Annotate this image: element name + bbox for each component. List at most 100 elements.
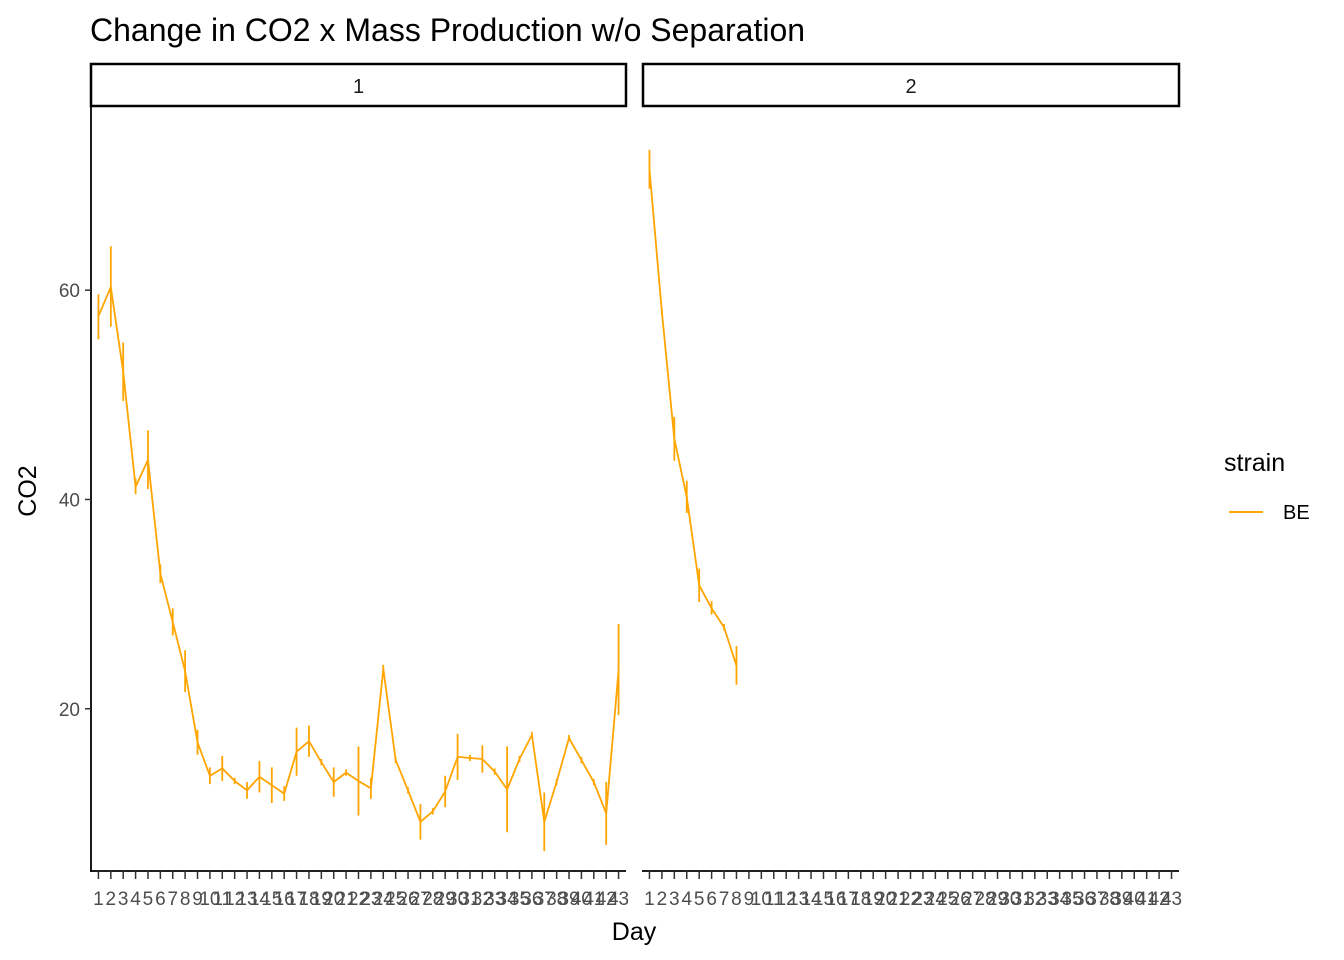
x-tick-label: 39: [558, 889, 579, 910]
legend-label-be: BE: [1283, 502, 1310, 524]
x-tick-label: 14: [800, 889, 822, 910]
x-tick-label: 37: [534, 889, 555, 910]
facet-strip-label-2: 2: [905, 76, 916, 98]
legend: strain BE: [1224, 449, 1310, 524]
x-tick-label: 10: [199, 889, 220, 910]
x-tick-label: 12: [776, 889, 797, 910]
x-tick-label: 3: [118, 889, 129, 910]
x-tick-label: 9: [192, 889, 203, 910]
x-tick-label: 25: [385, 889, 406, 910]
x-tick-label: 26: [397, 889, 418, 910]
facet-strip-1: [89, 62, 628, 108]
x-tick-label: 18: [850, 889, 871, 910]
x-tick-label: 4: [681, 889, 692, 910]
x-tick-label: 41: [583, 889, 604, 910]
x-tick-label: 42: [1149, 889, 1170, 910]
facet-panel-1: 1 1 2 3 4 5 6 7 8 910111213141516171819202122232…: [89, 62, 629, 910]
series-line-be: [648, 169, 738, 667]
x-tick-label: 29: [987, 889, 1008, 910]
x-tick-label: 34: [1049, 889, 1071, 910]
x-tick-label: 26: [950, 889, 971, 910]
x-tick-label: 1: [93, 889, 104, 910]
x-tick-label: 13: [788, 889, 809, 910]
x-tick-label: 34: [497, 889, 519, 910]
x-tick-label: 27: [410, 889, 431, 910]
x-tick-label: 22: [348, 889, 369, 910]
x-tick-label: 20: [875, 889, 896, 910]
x-tick-label: 31: [1012, 889, 1033, 910]
x-tick-label: 37: [1086, 889, 1107, 910]
x-axis-ticks-1: 1 2 3 4 5 6 7 8 91011121314151617181920212223242…: [93, 871, 629, 910]
x-tick-label: 43: [608, 889, 629, 910]
x-tick-label: 20: [323, 889, 344, 910]
x-tick-label: 17: [838, 889, 859, 910]
x-tick-label: 4: [130, 889, 141, 910]
x-tick-label: 1: [644, 889, 655, 910]
x-tick-label: 21: [336, 889, 357, 910]
facet-1-marks: [97, 246, 620, 852]
y-axis-ticks: 20 40 60: [59, 281, 91, 721]
series-line-be: [97, 286, 620, 823]
x-tick-label: 18: [298, 889, 319, 910]
x-tick-label: 9: [744, 889, 755, 910]
x-tick-label: 8: [731, 889, 742, 910]
x-tick-label: 29: [435, 889, 456, 910]
x-tick-label: 42: [596, 889, 617, 910]
x-tick-label: 31: [459, 889, 480, 910]
x-tick-label: 17: [286, 889, 307, 910]
x-tick-label: 6: [155, 889, 166, 910]
x-tick-label: 32: [472, 889, 493, 910]
y-axis-title: CO2: [14, 465, 42, 516]
x-tick-label: 30: [999, 889, 1020, 910]
x-tick-label: 23: [912, 889, 933, 910]
x-tick-label: 8: [180, 889, 191, 910]
x-tick-label: 6: [706, 889, 717, 910]
x-tick-label: 33: [484, 889, 505, 910]
y-tick-label: 60: [59, 281, 80, 302]
x-tick-label: 5: [694, 889, 705, 910]
x-tick-label: 22: [900, 889, 921, 910]
x-tick-label: 21: [887, 889, 908, 910]
x-tick-label: 7: [167, 889, 178, 910]
x-tick-label: 36: [1074, 889, 1095, 910]
x-tick-label: 28: [975, 889, 996, 910]
x-tick-label: 15: [813, 889, 834, 910]
x-tick-label: 13: [236, 889, 257, 910]
facet-strip-2: [641, 62, 1181, 108]
x-tick-label: 23: [360, 889, 381, 910]
x-tick-label: 10: [751, 889, 772, 910]
facet-2-marks: [648, 149, 738, 685]
x-tick-label: 27: [962, 889, 983, 910]
x-tick-label: 36: [521, 889, 542, 910]
x-axis-ticks-2: 1 2 3 4 5 6 7 8 91011121314151617181920212223242…: [644, 871, 1182, 910]
x-tick-label: 38: [546, 889, 567, 910]
x-tick-label: 38: [1099, 889, 1120, 910]
x-tick-label: 7: [719, 889, 730, 910]
x-tick-label: 3: [669, 889, 680, 910]
x-tick-label: 39: [1111, 889, 1132, 910]
x-tick-label: 12: [224, 889, 245, 910]
x-tick-label: 11: [212, 889, 232, 910]
facet-panel-2: 2 1 2 3 4 5 6 7 8 910111213141516171819202122232…: [641, 62, 1182, 910]
y-tick-label: 20: [59, 700, 80, 721]
x-tick-label: 2: [106, 889, 117, 910]
x-tick-label: 16: [825, 889, 846, 910]
x-tick-label: 25: [937, 889, 958, 910]
x-tick-label: 30: [447, 889, 468, 910]
x-tick-label: 32: [1024, 889, 1045, 910]
x-tick-label: 14: [249, 889, 271, 910]
x-tick-label: 19: [863, 889, 884, 910]
x-tick-label: 2: [657, 889, 668, 910]
x-tick-label: 24: [373, 889, 395, 910]
y-tick-label: 40: [59, 490, 80, 511]
legend-title: strain: [1224, 449, 1285, 477]
x-tick-label: 43: [1161, 889, 1182, 910]
x-tick-label: 28: [422, 889, 443, 910]
x-tick-label: 40: [571, 889, 592, 910]
x-tick-label: 16: [274, 889, 295, 910]
chart-title: Change in CO2 x Mass Production w/o Sepa…: [90, 12, 805, 48]
x-tick-label: 24: [925, 889, 947, 910]
x-axis-title: Day: [612, 918, 657, 946]
x-tick-label: 33: [1037, 889, 1058, 910]
